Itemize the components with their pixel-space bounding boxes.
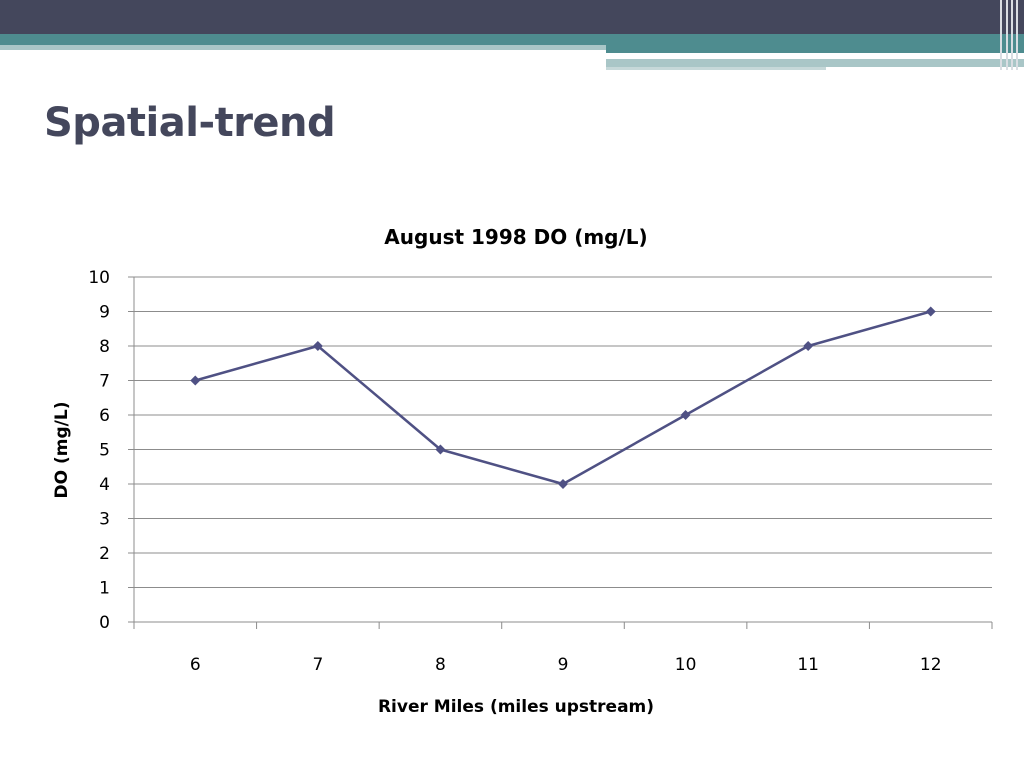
series-line (194, 310, 932, 486)
y-axis-label: DO (mg/L) (52, 402, 72, 499)
y-tick-label-10: 10 (88, 268, 110, 288)
data-point-11 (803, 341, 814, 351)
header-band-right-teal (606, 45, 1024, 53)
header-band-right-white (606, 53, 1006, 56)
data-point-6 (190, 375, 201, 386)
y-tick-label-6: 6 (99, 406, 110, 426)
y-tick-label-5: 5 (99, 441, 110, 461)
header-band-dark (0, 0, 1024, 34)
y-tick-labels: 0 1 2 3 4 5 6 7 8 9 10 (88, 268, 110, 633)
x-axis-label: River Miles (miles upstream) (378, 697, 654, 717)
header-band-right-light-short (606, 67, 826, 70)
y-tick-label-0: 0 (99, 613, 110, 633)
chart-title: August 1998 DO (mg/L) (384, 225, 647, 249)
data-point-12 (925, 306, 936, 317)
x-tick-labels: 6 7 8 9 10 11 12 (190, 655, 942, 675)
y-tick-label-8: 8 (99, 337, 110, 357)
header-band-right-light (606, 59, 1024, 67)
y-tick-label-7: 7 (99, 372, 110, 392)
x-tick-label-9: 9 (558, 655, 569, 675)
y-tick-label-9: 9 (99, 303, 110, 323)
y-tick-label-2: 2 (99, 544, 110, 564)
data-point-10 (680, 410, 691, 420)
x-tick-label-6: 6 (190, 655, 201, 675)
header-band-light (0, 45, 606, 50)
x-tick-label-8: 8 (435, 655, 446, 675)
y-tick-label-1: 1 (99, 579, 110, 599)
x-tick-label-12: 12 (920, 655, 942, 675)
x-tick-label-10: 10 (675, 655, 697, 675)
data-point-9 (558, 479, 568, 489)
data-point-8 (435, 444, 446, 455)
series-do (190, 306, 936, 489)
x-tick-label-11: 11 (797, 655, 819, 675)
y-tick-label-4: 4 (99, 475, 110, 495)
slide-title: Spatial-trend (44, 100, 336, 146)
header-band-teal (0, 34, 1024, 45)
header-corner-lines (998, 0, 1024, 70)
gridlines (134, 276, 992, 588)
data-point-7 (312, 341, 323, 351)
axes (128, 276, 993, 629)
x-tick-label-7: 7 (312, 655, 323, 675)
y-tick-label-3: 3 (99, 510, 110, 530)
